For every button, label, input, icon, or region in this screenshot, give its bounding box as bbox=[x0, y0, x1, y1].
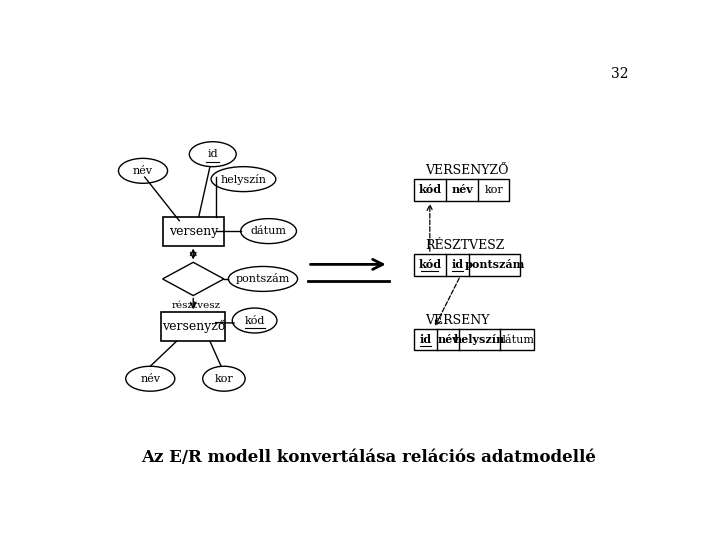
Text: kód: kód bbox=[244, 315, 265, 326]
Text: név: név bbox=[140, 374, 161, 384]
Text: Az E/R modell konvertálása relációs adatmodellé: Az E/R modell konvertálása relációs adat… bbox=[142, 449, 596, 466]
Text: RÉSZTVESZ: RÉSZTVESZ bbox=[425, 239, 504, 252]
Text: kor: kor bbox=[485, 185, 503, 195]
Text: név: név bbox=[133, 166, 153, 176]
Text: VERSENYZŐ: VERSENYZŐ bbox=[425, 164, 508, 177]
Bar bbox=[163, 217, 224, 246]
Text: dátum: dátum bbox=[499, 335, 535, 345]
Text: pontszám: pontszám bbox=[464, 259, 525, 271]
Bar bbox=[413, 254, 520, 275]
Text: dátum: dátum bbox=[251, 226, 287, 236]
Text: név: név bbox=[451, 185, 473, 195]
Text: pontszám: pontszám bbox=[235, 273, 290, 285]
Bar bbox=[413, 329, 534, 350]
Text: helyszín: helyszín bbox=[454, 334, 505, 345]
Text: 32: 32 bbox=[611, 68, 629, 82]
Text: id: id bbox=[451, 259, 464, 271]
Bar bbox=[413, 179, 509, 201]
Text: helyszín: helyszín bbox=[220, 174, 266, 185]
Text: verseny: verseny bbox=[168, 225, 218, 238]
Text: id: id bbox=[207, 149, 218, 159]
Text: kor: kor bbox=[215, 374, 233, 384]
Text: résztvesz: résztvesz bbox=[171, 301, 220, 310]
Text: VERSENY: VERSENY bbox=[425, 314, 490, 327]
Bar bbox=[161, 312, 225, 341]
Text: név: név bbox=[437, 334, 459, 345]
Text: versenyző: versenyző bbox=[161, 320, 225, 333]
Text: id: id bbox=[419, 334, 431, 345]
Text: kód: kód bbox=[418, 259, 441, 271]
Text: kód: kód bbox=[418, 185, 441, 195]
